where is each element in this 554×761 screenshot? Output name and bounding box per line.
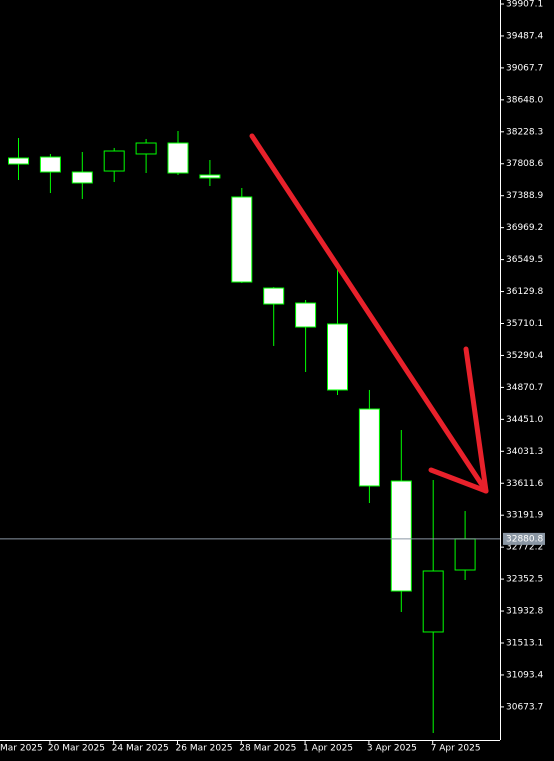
y-tick-label: 32352.5 [506, 575, 543, 585]
y-tick-label: 38648.0 [506, 95, 543, 105]
y-tick-label: 33611.6 [506, 479, 543, 489]
y-tick-label: 32772.2 [506, 543, 543, 553]
y-tick-label: 39067.7 [506, 63, 543, 73]
y-tick-label: 36969.2 [506, 223, 543, 233]
y-tick-label: 30673.7 [506, 702, 543, 712]
y-tick-label: 39907.1 [506, 0, 543, 9]
x-tick-label: 24 Mar 2025 [112, 744, 169, 754]
candle-body [422, 570, 444, 633]
y-tick-label: 37808.6 [506, 159, 543, 169]
x-tick-label: Mar 2025 [0, 744, 43, 754]
candle-body [39, 156, 61, 173]
y-tick-label: 31932.8 [506, 607, 543, 617]
y-tick-label: 34031.3 [506, 447, 543, 457]
candle-body [358, 408, 380, 487]
y-tick-label: 34451.0 [506, 415, 543, 425]
y-tick-label: 37388.9 [506, 191, 543, 201]
trend-arrow [249, 133, 489, 494]
arrow-head [463, 346, 489, 494]
current-price-label: 32880.8 [506, 534, 543, 544]
y-tick-label: 36549.5 [506, 255, 543, 265]
x-tick-label: 20 Mar 2025 [48, 744, 105, 754]
candle-body [71, 171, 93, 184]
candle-body [454, 538, 476, 571]
x-tick-label: 7 Apr 2025 [431, 744, 481, 754]
arrow-shaft [249, 133, 489, 494]
y-tick-label: 36129.8 [506, 287, 543, 297]
candle-body [390, 480, 412, 592]
y-tick-label: 33191.9 [506, 511, 543, 521]
arrow-head [428, 467, 489, 494]
x-tick-label: 1 Apr 2025 [303, 744, 353, 754]
candle-body [8, 157, 29, 165]
y-tick-label: 31513.1 [506, 639, 543, 649]
candle-body [263, 287, 285, 305]
plot [8, 130, 476, 733]
candle-body [167, 142, 189, 174]
x-tick-label: 26 Mar 2025 [176, 744, 233, 754]
y-tick-label: 31093.4 [506, 670, 543, 680]
x-tick-label: 3 Apr 2025 [367, 744, 417, 754]
y-tick-label: 38228.3 [506, 127, 543, 137]
current-price-box [503, 532, 545, 545]
y-tick-label: 35290.4 [506, 351, 543, 361]
candle-body [295, 302, 317, 328]
candle-body [103, 150, 125, 172]
candle-body [231, 196, 253, 283]
y-tick-label: 39487.4 [506, 31, 543, 41]
candle-body [327, 323, 348, 391]
candle-body [199, 174, 221, 179]
candle-body [135, 142, 157, 155]
x-tick-label: 28 Mar 2025 [239, 744, 296, 754]
y-tick-label: 34870.7 [506, 383, 543, 393]
y-tick-label: 35710.1 [506, 319, 543, 329]
